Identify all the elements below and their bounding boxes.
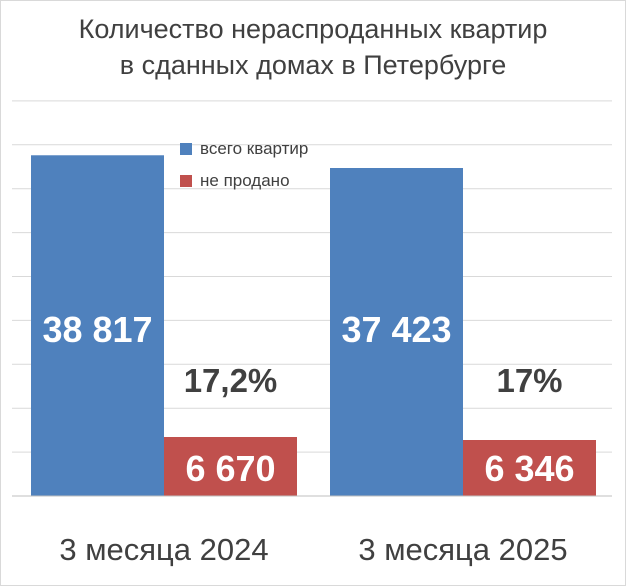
legend-item-unsold: не продано <box>180 171 290 191</box>
legend-item-total: всего квартир <box>180 139 308 159</box>
data-label-total: 37 423 <box>341 309 451 350</box>
x-tick-label: 3 месяца 2024 <box>59 532 268 567</box>
data-label-total: 38 817 <box>42 309 152 350</box>
data-label-unsold: 6 670 <box>185 448 275 489</box>
legend-swatch-unsold <box>180 175 192 187</box>
chart-title-line-2: в сданных домах в Петербурге <box>119 50 507 80</box>
bar-total <box>330 168 463 496</box>
legend-label-unsold: не продано <box>200 171 290 190</box>
bar-unsold <box>463 440 596 496</box>
data-label-unsold: 6 346 <box>484 448 574 489</box>
bar-unsold <box>164 437 297 496</box>
percent-annotation: 17% <box>496 362 562 399</box>
x-tick-label: 3 месяца 2025 <box>358 532 567 567</box>
bar-total <box>31 155 164 496</box>
percent-annotation: 17,2% <box>184 362 278 399</box>
chart-title-line-1: Количество нераспроданных квартир <box>78 14 548 44</box>
legend-swatch-total <box>180 143 192 155</box>
legend-label-total: всего квартир <box>200 139 309 158</box>
